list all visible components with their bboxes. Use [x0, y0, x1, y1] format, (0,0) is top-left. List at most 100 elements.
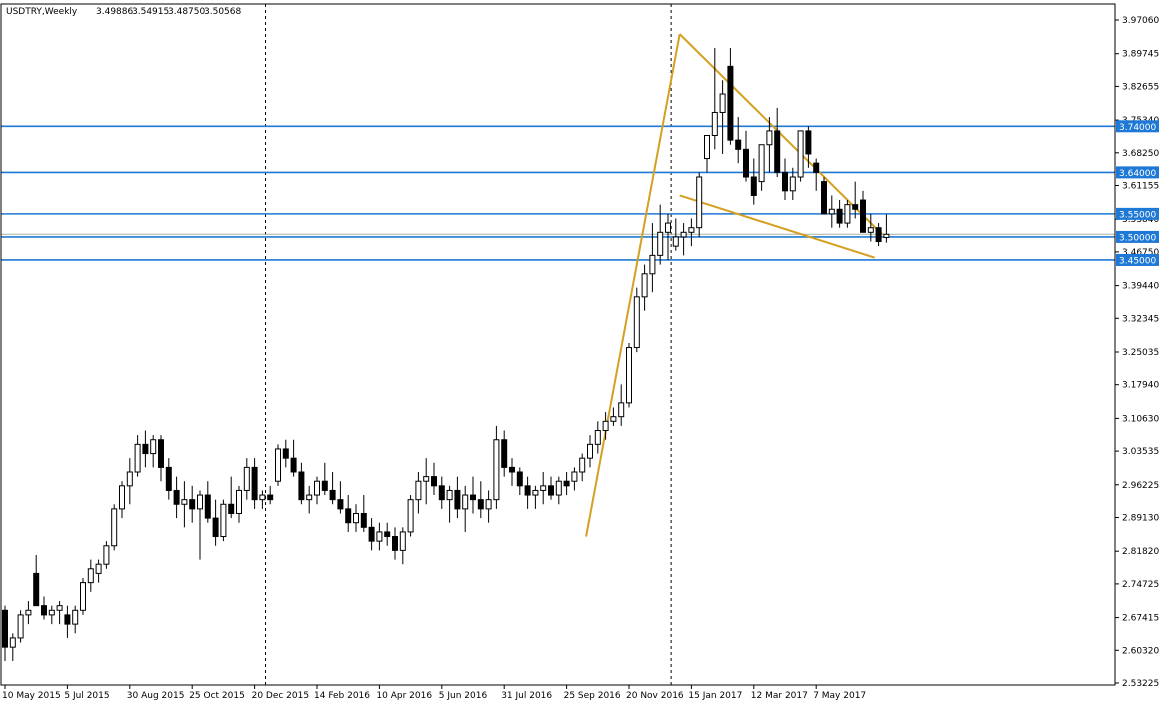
candle-body-bullish: [25, 609, 32, 616]
candle: [532, 485, 539, 509]
candle: [111, 504, 118, 551]
candle: [540, 472, 547, 505]
candle-body-bearish: [337, 499, 344, 510]
candle: [470, 476, 476, 514]
candle-body-bearish: [267, 494, 274, 501]
candle-body-bullish: [797, 130, 804, 178]
x-axis-tick-label: 7 May 2017: [813, 691, 866, 701]
candle-body-bullish: [540, 485, 547, 491]
candle-body-bullish: [758, 144, 765, 183]
level-price-box-bg: [1116, 207, 1159, 220]
trendline: [679, 194, 876, 259]
candle: [64, 605, 71, 638]
candle: [72, 605, 79, 634]
candle: [711, 47, 718, 150]
candle: [524, 476, 531, 509]
candle-body-bullish: [306, 494, 313, 501]
candle-body-bearish: [251, 466, 258, 501]
candle-body-bullish: [680, 231, 687, 238]
candle-body-bearish: [165, 466, 172, 491]
candle: [119, 481, 125, 519]
candle: [665, 213, 671, 260]
candle-body-bullish: [56, 605, 63, 611]
candle: [158, 435, 164, 482]
level-price-box-bg: [1116, 253, 1159, 266]
candle-body-bullish: [9, 637, 16, 648]
candle-body-bullish: [446, 489, 453, 501]
candle-body-bullish: [126, 471, 133, 487]
candle: [743, 130, 749, 182]
chart-open-value: 3.49886: [96, 7, 133, 17]
candle: [314, 476, 320, 505]
candle: [828, 195, 835, 228]
candle-body-bullish: [704, 135, 710, 160]
y-axis-tick-label: 3.17940: [1122, 381, 1159, 391]
candle-body-bearish: [454, 489, 461, 510]
x-axis-tick-label: 14 Feb 2016: [314, 691, 370, 701]
y-axis-tick-label: 3.97060: [1122, 16, 1159, 26]
level-price-box: 3.64000: [1116, 166, 1159, 179]
candle-body-bearish: [875, 227, 882, 243]
candle: [493, 425, 500, 509]
candle-body-bearish: [813, 162, 820, 173]
candle-body-bullish: [579, 457, 586, 473]
candle: [672, 218, 679, 251]
candle: [633, 287, 640, 353]
level-price-label: 3.45000: [1119, 256, 1156, 266]
candle: [805, 126, 812, 168]
candle-body-bearish: [750, 176, 757, 196]
candle-body-bullish: [883, 233, 890, 238]
y-axis-tick-label: 3.61155: [1122, 182, 1159, 192]
candle: [563, 472, 570, 496]
candle: [618, 384, 625, 426]
y-axis-tick-label: 2.96225: [1122, 481, 1159, 491]
candle-body-bullish: [314, 480, 320, 496]
candle: [212, 499, 219, 546]
candle-body-bearish: [524, 485, 531, 496]
candle: [189, 485, 196, 523]
x-axis-tick-label: 20 Nov 2016: [626, 691, 684, 701]
candle-body-bearish: [282, 448, 289, 459]
candle: [384, 522, 391, 546]
candle: [431, 462, 437, 496]
level-price-label: 3.55000: [1119, 210, 1156, 220]
candle-body-bearish: [836, 208, 843, 224]
candle-body-bullish: [602, 420, 609, 432]
candle: [548, 476, 554, 500]
candle: [516, 467, 523, 496]
candle: [126, 458, 133, 505]
candle: [142, 430, 149, 468]
candle: [626, 342, 632, 408]
candle-body-bearish: [204, 494, 211, 519]
candle: [477, 481, 484, 519]
candle: [813, 158, 820, 191]
x-axis-tick-label: 25 Sep 2016: [564, 691, 621, 701]
y-axis-tick-label: 3.68250: [1122, 149, 1159, 159]
candle-body-bullish: [111, 508, 118, 547]
candle: [415, 472, 422, 514]
candle: [844, 200, 851, 228]
candle-body-bullish: [867, 227, 874, 233]
x-axis-tick-label: 15 Jan 2017: [688, 691, 742, 701]
candle: [56, 601, 63, 625]
candle: [860, 190, 866, 233]
candle-body-bullish: [376, 531, 383, 542]
candle-body-bearish: [563, 480, 570, 487]
candle-body-bearish: [64, 614, 71, 625]
level-price-box: 3.45000: [1116, 253, 1159, 266]
candle-body-bullish: [181, 499, 188, 505]
y-axis-tick-label: 3.53840: [1122, 215, 1159, 225]
candle-body-bearish: [392, 536, 398, 551]
candle-body-bearish: [735, 139, 742, 150]
candle-body-bearish: [384, 531, 391, 538]
candle-body-bullish: [80, 582, 86, 611]
candle-body-bullish: [243, 466, 250, 491]
candle: [501, 430, 508, 477]
chart-close-value: 3.50568: [204, 7, 241, 17]
candle: [290, 439, 297, 477]
candle-body-bullish: [236, 489, 242, 514]
candle: [103, 541, 110, 569]
